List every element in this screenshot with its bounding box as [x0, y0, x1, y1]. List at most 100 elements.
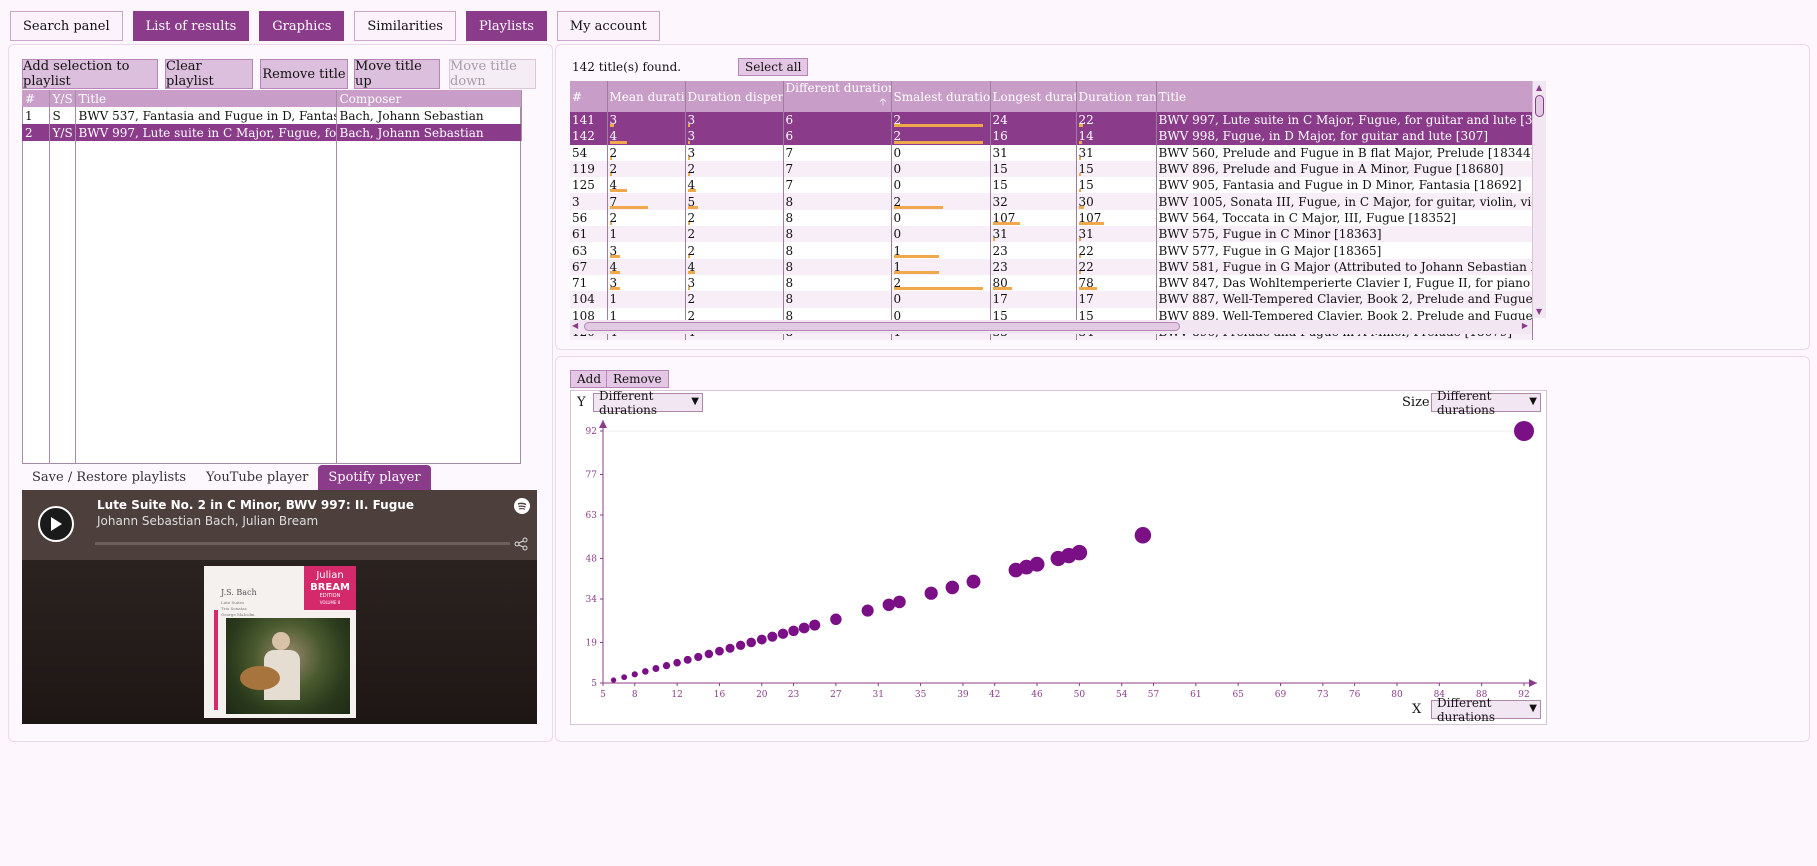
y-tick-label: 34 — [586, 595, 598, 605]
x-tick-label: 50 — [1074, 690, 1086, 700]
data-point — [861, 604, 874, 617]
table-row[interactable]: 1 S BWV 537, Fantasia and Fugue in D, Fant… — [22, 107, 522, 124]
remove-button[interactable]: Remove — [606, 370, 669, 388]
tab-spotify-player[interactable]: Spotify player — [318, 465, 431, 490]
x-axis-select[interactable]: Different durations ▼ — [1431, 696, 1541, 724]
table-row[interactable]: 125 4 4 7 0 15 15 BWV 905, Fantasia and Fugue i… — [570, 177, 1533, 194]
results-cell-mean: 1 — [607, 291, 686, 308]
value-bar — [1078, 222, 1104, 226]
table-row[interactable]: 67 4 4 8 1 23 22 BWV 581, Fugue in G Major (Att… — [570, 258, 1533, 275]
scroll-left-arrow-icon[interactable]: ◀ — [572, 321, 579, 330]
chevron-down-icon: ▼ — [1529, 396, 1537, 407]
playlist-column-header[interactable]: Y/S — [49, 90, 76, 107]
progress-bar[interactable] — [95, 542, 510, 545]
table-row[interactable]: 2 Y/S BWV 997, Lute suite in C Major, Fugu… — [22, 124, 522, 141]
value-bar — [992, 238, 996, 242]
nav-playlistsbutton[interactable]: Playlists — [465, 11, 547, 41]
table-row[interactable]: 141 3 3 6 2 24 22 BWV 997, Lute suite in C Majo… — [570, 112, 1533, 129]
playlist-column-header[interactable]: Title — [75, 90, 337, 107]
table-row[interactable]: 3 7 5 8 2 32 30 BWV 1005, Sonata III, Fugue, in… — [570, 193, 1533, 210]
data-point — [725, 643, 735, 653]
results-cell-mean: 3 — [607, 242, 686, 259]
table-row[interactable]: 61 1 2 8 0 31 31 BWV 575, Fugue in C Minor [183… — [570, 226, 1533, 243]
playlist-column-header[interactable]: # — [22, 90, 50, 107]
results-cell-long: 15 — [990, 307, 1077, 324]
results-cell-mean: 4 — [607, 128, 686, 145]
play-button[interactable] — [38, 506, 74, 542]
results-horizontal-scrollbar[interactable]: ◀ ▶ — [570, 320, 1532, 334]
add-selection-to-playlist-button[interactable]: Add selection to playlist — [22, 59, 158, 89]
playlist-cell-title: BWV 997, Lute suite in C Major, Fugue, f… — [75, 124, 337, 141]
tab-save-restore-playlists[interactable]: Save / Restore playlists — [32, 470, 187, 485]
results-column-header[interactable]: Longest duration — [990, 81, 1077, 112]
results-column-header[interactable]: Duration dispersal — [685, 81, 784, 112]
scroll-up-arrow-icon[interactable]: ▲ — [1536, 83, 1543, 92]
data-point — [642, 668, 649, 675]
nav-list-of-resultsbutton[interactable]: List of results — [132, 11, 250, 41]
add-button[interactable]: Add — [570, 370, 609, 388]
value-bar — [893, 140, 983, 144]
remove-title-button[interactable]: Remove title — [260, 59, 348, 89]
data-point — [830, 613, 842, 625]
player-header — [22, 490, 537, 560]
x-tick-label: 57 — [1148, 690, 1160, 700]
results-column-header[interactable]: Different durations 🡡 — [783, 81, 892, 112]
move-title-up-button[interactable]: Move title up — [354, 59, 440, 89]
table-row[interactable]: 108 1 2 8 0 15 15 BWV 889, Well-Tempered Clavie… — [570, 307, 1533, 324]
x-tick-label: 23 — [788, 690, 800, 700]
clear-playlist-button[interactable]: Clear playlist — [165, 59, 253, 89]
table-row[interactable]: 56 2 2 8 0 107 107 BWV 564, Toccata in C Major,… — [570, 209, 1533, 227]
playlist-column-header[interactable]: Composer — [336, 90, 522, 107]
scroll-right-arrow-icon[interactable]: ▶ — [1521, 321, 1528, 330]
table-row[interactable]: 71 3 3 8 2 80 78 BWV 847, Das Wohltemperierte C… — [570, 274, 1533, 292]
size-select[interactable]: Different durations ▼ — [1431, 389, 1541, 417]
results-vertical-scrollbar[interactable]: ▲ ▼ — [1532, 81, 1546, 318]
x-axis-arrow-icon — [1529, 679, 1537, 687]
results-cell-title: BWV 905, Fantasia and Fugue in D Minor, … — [1156, 177, 1533, 194]
results-cell-diff: 8 — [783, 226, 892, 243]
results-cell-diff: 8 — [783, 274, 892, 292]
value-bar — [687, 124, 691, 128]
track-title: Lute Suite No. 2 in C Minor, BWV 997: II… — [97, 498, 414, 512]
nav-graphicsbutton[interactable]: Graphics — [259, 11, 345, 41]
scroll-down-arrow-icon[interactable]: ▼ — [1536, 307, 1543, 316]
select-all-button[interactable]: Select all — [738, 58, 809, 76]
cover-brand-name: Julian — [316, 570, 344, 581]
hscroll-thumb[interactable] — [584, 322, 1180, 331]
table-row[interactable]: 54 2 3 7 0 31 31 BWV 560, Prelude and Fugue in … — [570, 144, 1533, 161]
results-column-header[interactable]: Mean duration — [607, 81, 686, 112]
results-cell-n: 71 — [570, 274, 608, 292]
results-cell-mean: 2 — [607, 209, 686, 227]
table-row[interactable]: 119 2 2 7 0 15 15 BWV 896, Prelude and Fugue in… — [570, 160, 1533, 178]
results-cell-disp: 3 — [685, 128, 784, 145]
playlist-table: # Y/S Title Composer 1 S BWV 537, Fantasia an… — [22, 90, 522, 141]
results-cell-range: 30 — [1076, 193, 1157, 210]
data-point — [777, 628, 789, 639]
results-column-header[interactable]: # — [570, 81, 608, 112]
x-axis-label: X — [1412, 702, 1422, 717]
nav-my-accountbutton[interactable]: My account — [556, 11, 660, 41]
results-cell-disp: 2 — [685, 307, 784, 324]
x-tick-label: 65 — [1232, 690, 1244, 700]
data-point — [1134, 527, 1152, 544]
results-column-header[interactable]: Duration range — [1076, 81, 1157, 112]
results-cell-small: 1 — [891, 242, 991, 259]
results-cell-range: 31 — [1076, 226, 1157, 243]
results-cell-small: 0 — [891, 144, 991, 161]
table-row[interactable]: 142 4 3 6 2 16 14 BWV 998, Fugue, in D Major, f… — [570, 128, 1533, 145]
results-cell-disp: 2 — [685, 209, 784, 227]
results-cell-range: 15 — [1076, 307, 1157, 324]
y-axis-select[interactable]: Different durations ▼ — [593, 389, 703, 417]
nav-search-panelbutton[interactable]: Search panel — [10, 11, 123, 41]
scroll-thumb[interactable] — [1535, 95, 1544, 117]
results-column-header[interactable]: Smalest duration — [891, 81, 991, 112]
table-row[interactable]: 104 1 2 8 0 17 17 BWV 887, Well-Tempered Clavie… — [570, 291, 1533, 308]
cover-brand-surname: BREAM — [310, 582, 350, 593]
share-icon[interactable] — [514, 537, 528, 551]
tab-youtube-player[interactable]: YouTube player — [206, 470, 309, 485]
move-title-down-button[interactable]: Move title down — [449, 59, 536, 89]
nav-similaritiesbutton[interactable]: Similarities — [354, 11, 456, 41]
table-row[interactable]: 63 3 2 8 1 23 22 BWV 577, Fugue in G Major [183… — [570, 242, 1533, 259]
results-column-header[interactable]: Title — [1156, 81, 1533, 112]
results-cell-n: 67 — [570, 258, 608, 275]
